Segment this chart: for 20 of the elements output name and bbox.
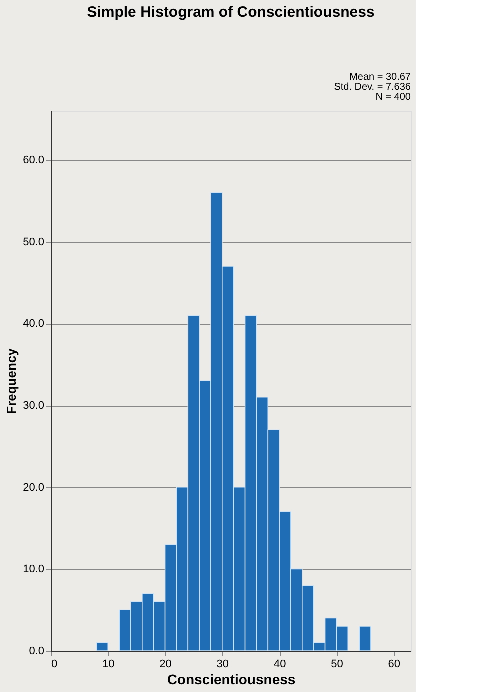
y-tick-label: 20.0 [23, 482, 44, 494]
y-axis-title: Frequency [4, 348, 20, 414]
chart-title: Simple Histogram of Conscientiousness [87, 4, 375, 21]
x-tick-label: 20 [160, 658, 172, 670]
x-tick-label: 40 [274, 658, 286, 670]
text: Mean = 30.67 [350, 72, 412, 83]
x-tick-label: 30 [216, 658, 230, 670]
x-tick-label: 50 [331, 658, 344, 670]
y-tick-label: 40.0 [23, 318, 44, 330]
y-tick-label: 10.0 [23, 564, 44, 576]
text: Std. Dev. = 7.636 [334, 82, 412, 93]
y-tick-label: 60.0 [23, 154, 44, 167]
y-tick-label: 30.0 [23, 400, 44, 412]
x-tick-label: 10 [102, 658, 115, 670]
x-tick-label: 60 [388, 658, 400, 670]
text: N = 400 [376, 92, 412, 103]
y-tick-label: 50.0 [23, 236, 44, 248]
x-tick-label: 0 [52, 658, 58, 670]
y-tick-label: 0.0 [29, 646, 44, 658]
x-axis-title: Conscientiousness [167, 672, 296, 688]
